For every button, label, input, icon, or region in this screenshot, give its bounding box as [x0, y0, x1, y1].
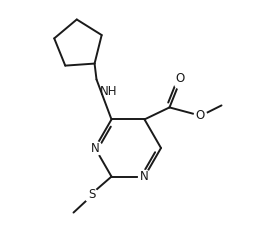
Text: O: O — [175, 72, 184, 85]
Text: NH: NH — [100, 85, 117, 98]
Text: N: N — [91, 142, 99, 155]
Text: S: S — [88, 188, 95, 201]
Text: N: N — [140, 170, 149, 183]
Text: O: O — [195, 109, 204, 122]
